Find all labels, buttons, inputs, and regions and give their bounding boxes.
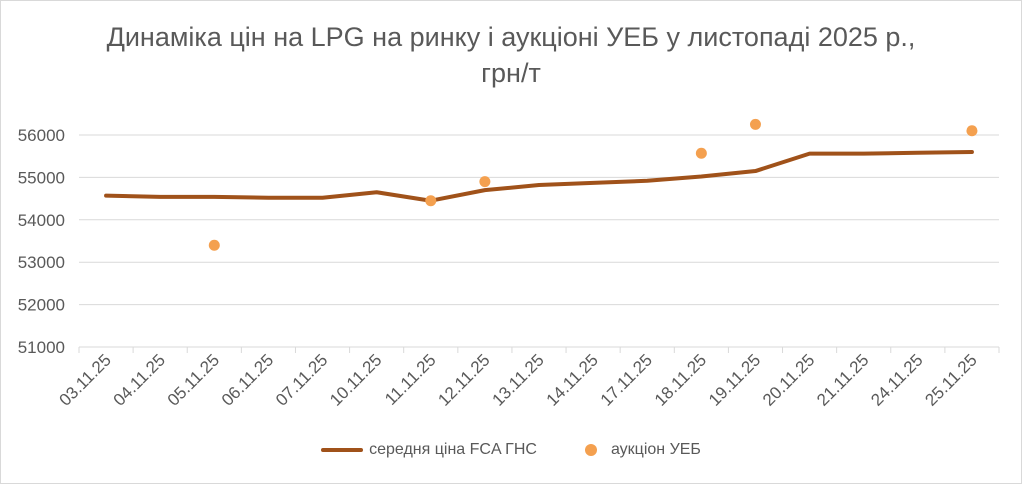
y-tick-label: 53000 [18, 253, 65, 272]
x-tick-label: 11.11.25 [381, 350, 439, 408]
y-tick-label: 56000 [18, 126, 65, 145]
legend-dot-swatch [584, 444, 597, 456]
x-tick-label: 21.11.25 [813, 350, 872, 409]
x-tick-label: 18.11.25 [651, 350, 710, 409]
auction-point [966, 125, 978, 137]
x-tick-label: 12.11.25 [434, 350, 493, 409]
auction-point [208, 239, 220, 251]
auction-point [425, 195, 437, 207]
x-tick-label: 03.11.25 [56, 350, 115, 409]
x-tick-label: 04.11.25 [110, 350, 169, 409]
legend-line-swatch [321, 448, 364, 452]
x-tick-label: 13.11.25 [488, 350, 547, 409]
legend-item-avg-price: середня ціна FCA ГНС [321, 441, 537, 459]
x-tick-label: 10.11.25 [326, 350, 385, 409]
series-layer [104, 118, 978, 251]
auction-point [695, 147, 707, 159]
legend-label-auction: аукціон УЕБ [610, 441, 701, 458]
y-tick-label: 55000 [18, 168, 65, 187]
x-tick-label: 05.11.25 [164, 350, 223, 409]
gridlines [79, 134, 999, 348]
series-line-avg-price [104, 149, 974, 203]
x-axis-ticks: 03.11.2504.11.2505.11.2506.11.2507.11.25… [56, 347, 1000, 410]
legend: середня ціна FCA ГНС аукціон УЕБ [1, 441, 1021, 459]
x-tick-label: 06.11.25 [218, 350, 277, 409]
x-tick-label: 19.11.25 [705, 350, 764, 409]
x-tick-label: 17.11.25 [597, 350, 656, 409]
y-tick-label: 51000 [18, 338, 65, 357]
auction-point [479, 176, 491, 188]
x-tick-label: 14.11.25 [543, 350, 602, 409]
chart-title: Динаміка цін на LPG на ринку і аукціоні … [1, 19, 1021, 91]
y-tick-label: 54000 [18, 211, 65, 230]
x-tick-label: 20.11.25 [759, 350, 818, 409]
chart-title-line1: Динаміка цін на LPG на ринку і аукціоні … [106, 22, 916, 52]
x-tick-label: 25.11.25 [921, 350, 980, 409]
auction-point [749, 118, 761, 130]
chart-title-line2: грн/т [481, 58, 541, 88]
legend-label-avg-price: середня ціна FCA ГНС [369, 441, 537, 458]
legend-item-auction: аукціон УЕБ [577, 441, 701, 459]
y-axis-ticks: 51000 52000 53000 54000 55000 56000 [18, 126, 65, 357]
x-tick-label: 07.11.25 [272, 350, 331, 409]
x-tick-label: 24.11.25 [867, 350, 926, 409]
y-tick-label: 52000 [18, 296, 65, 315]
